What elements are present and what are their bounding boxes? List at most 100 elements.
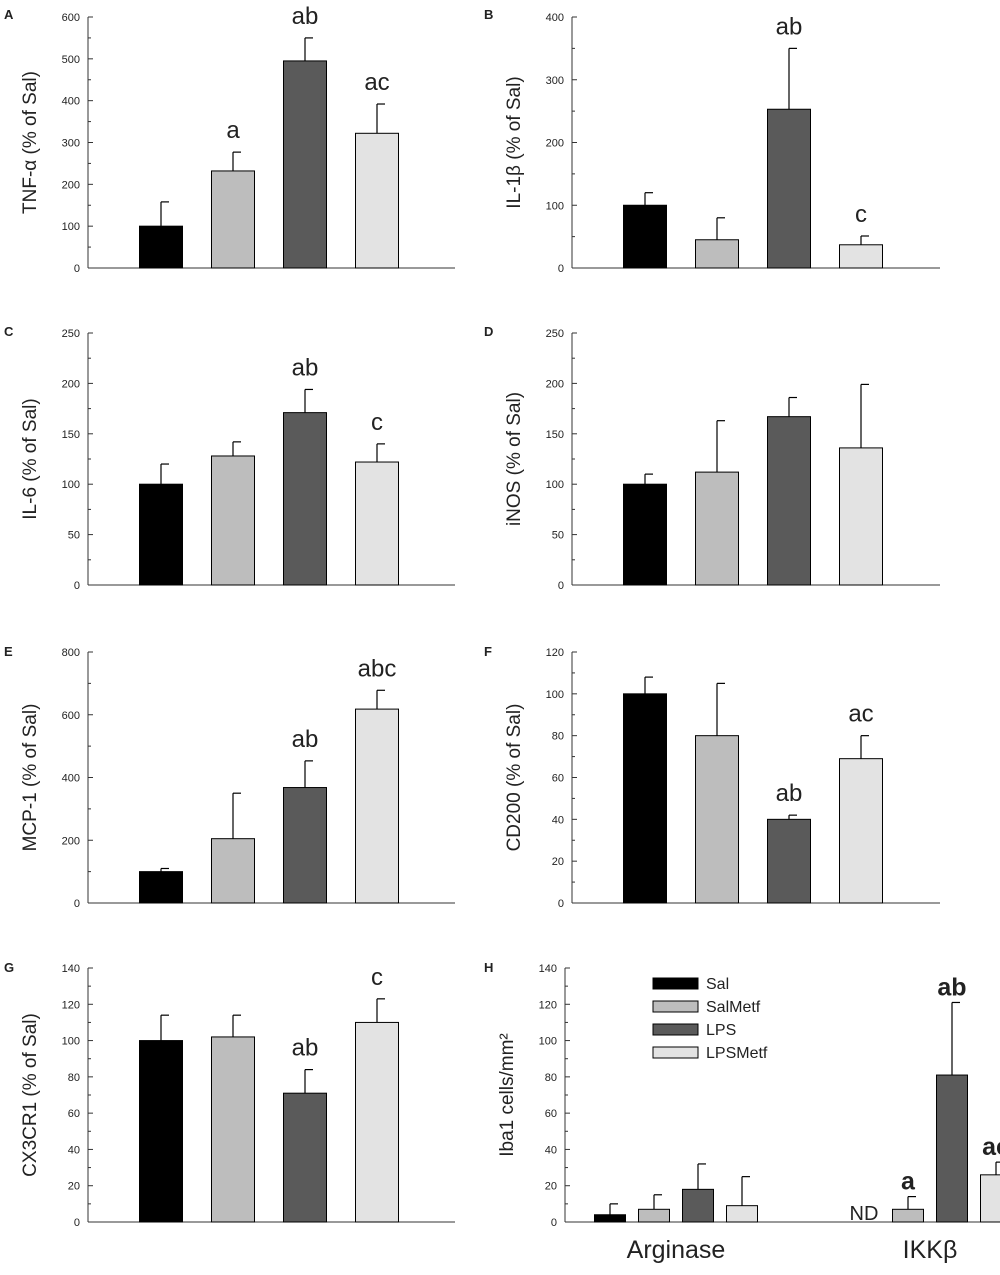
bar-lpsmetf-bar xyxy=(839,244,883,269)
y-tick-label: 20 xyxy=(545,1181,557,1193)
bar-lpsmetf-bar xyxy=(839,758,883,904)
significance-label: ac xyxy=(848,701,873,728)
y-axis-title: IL-6 (% of Sal) xyxy=(20,398,41,519)
y-tick-label: 300 xyxy=(62,138,80,150)
y-tick-label: 0 xyxy=(74,263,80,275)
group-label: Arginase xyxy=(627,1236,726,1264)
y-tick-label: 20 xyxy=(552,856,564,868)
y-tick-label: 400 xyxy=(62,96,80,108)
legend-swatch-sal xyxy=(652,977,699,990)
panel-h: 0 20 40 60 80 100 120 140 H Iba1 cells/mm² ND a ab ac… xyxy=(484,960,1000,1264)
bar-sal-bar xyxy=(623,693,667,904)
bar-lps-bar xyxy=(283,1092,327,1223)
y-tick-label: 600 xyxy=(62,710,80,722)
bar-lpsmetf-1-bar xyxy=(980,1174,1000,1223)
bar-lps-bar xyxy=(767,108,811,269)
panel-label: F xyxy=(484,644,492,659)
bar-lps-bar xyxy=(767,416,811,586)
bar-lpsmetf-0-bar xyxy=(726,1205,758,1223)
bar-sal-0-bar xyxy=(594,1214,626,1223)
y-tick-label: 100 xyxy=(62,1036,80,1048)
bar-lpsmetf-bar xyxy=(839,447,883,586)
y-axis-title: IL-1β (% of Sal) xyxy=(504,76,525,208)
legend: Sal SalMetf LPS LPSMetf xyxy=(652,976,768,1062)
y-tick-label: 250 xyxy=(546,328,564,340)
y-tick-label: 150 xyxy=(546,429,564,441)
bar-salmetf-bar xyxy=(211,838,255,904)
y-tick-label: 60 xyxy=(552,773,564,785)
y-tick-label: 200 xyxy=(546,378,564,390)
panel-f: 0 20 40 60 80 100 120 F CD200 (% of Sal) ab ac xyxy=(484,644,940,910)
y-tick-label: 0 xyxy=(551,1217,557,1229)
legend-label: Sal xyxy=(706,976,729,993)
bar-lps-bar xyxy=(283,60,327,269)
y-tick-label: 0 xyxy=(558,580,564,592)
bar-lps-0-bar xyxy=(682,1188,714,1223)
y-tick-label: 100 xyxy=(62,479,80,491)
y-tick-label: 200 xyxy=(546,138,564,150)
y-tick-label: 140 xyxy=(62,963,80,975)
significance-label: ab xyxy=(937,973,966,1001)
significance-label: abc xyxy=(358,655,397,682)
significance-label: ac xyxy=(364,69,389,96)
significance-label: a xyxy=(226,117,240,144)
bar-lps-bar xyxy=(767,818,811,904)
y-tick-label: 400 xyxy=(62,773,80,785)
bar-sal-bar xyxy=(623,483,667,586)
bar-salmetf-bar xyxy=(695,735,739,904)
significance-label: ab xyxy=(292,1035,319,1062)
y-tick-label: 500 xyxy=(62,54,80,66)
y-tick-label: 120 xyxy=(539,999,557,1011)
y-tick-label: 200 xyxy=(62,835,80,847)
y-tick-label: 80 xyxy=(68,1072,80,1084)
y-tick-label: 50 xyxy=(68,530,80,542)
legend-label: SalMetf xyxy=(706,999,761,1016)
bar-sal-bar xyxy=(139,483,183,586)
y-axis-title: TNF-α (% of Sal) xyxy=(20,71,41,214)
panel-e: 0 200 400 600 800 E MCP-1 (% of Sal) ab abc xyxy=(4,644,455,910)
y-axis-title: CX3CR1 (% of Sal) xyxy=(20,1013,41,1177)
y-tick-label: 0 xyxy=(74,580,80,592)
bar-salmetf-bar xyxy=(695,239,739,269)
panel-label: B xyxy=(484,7,493,22)
panel-label: H xyxy=(484,960,493,975)
panel-label: G xyxy=(4,960,14,975)
bar-salmetf-0-bar xyxy=(638,1208,670,1223)
bar-lps-bar xyxy=(283,787,327,904)
significance-label: c xyxy=(371,964,383,991)
bar-salmetf-bar xyxy=(211,170,255,269)
y-tick-label: 800 xyxy=(62,647,80,659)
y-tick-label: 140 xyxy=(539,963,557,975)
legend-swatch-lpsmetf xyxy=(652,1046,699,1059)
y-tick-label: 400 xyxy=(546,12,564,24)
group-label: IKKβ xyxy=(903,1236,958,1264)
panel-label: D xyxy=(484,324,493,339)
panel-b: 0 100 200 300 400 B IL-1β (% of Sal) ab c xyxy=(484,7,940,275)
not-detected-label: ND xyxy=(850,1203,879,1225)
significance-label: c xyxy=(855,201,867,228)
y-tick-label: 40 xyxy=(545,1144,557,1156)
bar-sal-bar xyxy=(139,1040,183,1223)
bar-salmetf-1-bar xyxy=(892,1208,924,1223)
panel-label: E xyxy=(4,644,13,659)
significance-label: ab xyxy=(292,726,319,753)
panel-c: 0 50 100 150 200 250 C IL-6 (% of Sal) ab c xyxy=(4,324,455,592)
bar-lps-1-bar xyxy=(936,1074,968,1223)
bar-lpsmetf-bar xyxy=(355,1021,399,1223)
y-tick-label: 120 xyxy=(546,647,564,659)
y-tick-label: 100 xyxy=(62,221,80,233)
legend-label: LPSMetf xyxy=(706,1045,768,1062)
panel-label: A xyxy=(4,7,14,22)
y-tick-label: 300 xyxy=(546,75,564,87)
bar-lpsmetf-bar xyxy=(355,708,399,904)
legend-label: LPS xyxy=(706,1022,736,1039)
y-tick-label: 20 xyxy=(68,1181,80,1193)
y-tick-label: 600 xyxy=(62,12,80,24)
bar-salmetf-bar xyxy=(695,471,739,586)
bar-lpsmetf-bar xyxy=(355,461,399,586)
y-tick-label: 0 xyxy=(74,898,80,910)
y-tick-label: 0 xyxy=(558,263,564,275)
y-tick-label: 80 xyxy=(552,731,564,743)
significance-label: ab xyxy=(776,13,803,40)
